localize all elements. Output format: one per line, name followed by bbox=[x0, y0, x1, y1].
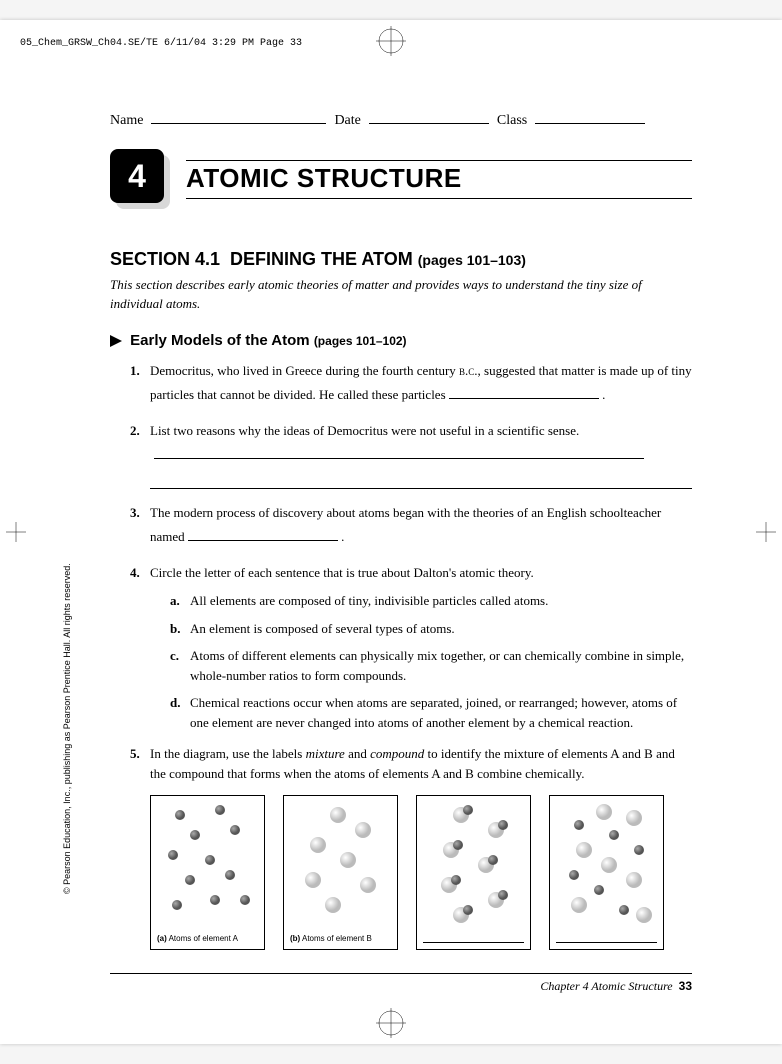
class-input-line[interactable] bbox=[535, 110, 645, 124]
student-info-row: Name Date Class bbox=[110, 110, 692, 129]
compound-icon bbox=[421, 800, 526, 925]
page-footer: Chapter 4 Atomic Structure33 bbox=[540, 979, 692, 994]
class-label: Class bbox=[497, 113, 527, 129]
diagram-b-caption: (b) Atoms of element B bbox=[290, 934, 391, 943]
atoms-element-a-icon bbox=[155, 800, 260, 925]
mixture-icon bbox=[554, 800, 659, 925]
chapter-banner: 4 ATOMIC STRUCTURE bbox=[110, 149, 692, 209]
crop-mark-right-icon bbox=[756, 522, 776, 542]
question-4: Circle the letter of each sentence that … bbox=[110, 561, 692, 732]
question-3: The modern process of discovery about at… bbox=[110, 501, 692, 549]
q1-blank[interactable] bbox=[449, 387, 599, 399]
page: 05_Chem_GRSW_Ch04.SE/TE 6/11/04 3:29 PM … bbox=[0, 20, 782, 1044]
q3-blank[interactable] bbox=[188, 529, 338, 541]
crop-mark-top-icon bbox=[376, 26, 406, 56]
triangle-bullet-icon bbox=[110, 335, 122, 347]
atoms-element-b-icon bbox=[288, 800, 393, 925]
name-label: Name bbox=[110, 113, 143, 129]
diagram-row: (a) Atoms of element A (b) Atoms of elem… bbox=[150, 795, 692, 950]
chapter-number-badge: 4 bbox=[110, 149, 170, 209]
diagram-d bbox=[549, 795, 664, 950]
question-5: In the diagram, use the labels mixture a… bbox=[110, 744, 692, 783]
content-area: Name Date Class 4 ATOMIC STRUCTURE SECTI… bbox=[110, 110, 692, 984]
question-1: Democritus, who lived in Greece during t… bbox=[110, 359, 692, 407]
name-input-line[interactable] bbox=[151, 110, 326, 124]
question-list: Democritus, who lived in Greece during t… bbox=[110, 359, 692, 783]
copyright-text: © Pearson Education, Inc., publishing as… bbox=[62, 563, 72, 894]
diagram-c bbox=[416, 795, 531, 950]
date-label: Date bbox=[334, 113, 360, 129]
footer-rule bbox=[110, 973, 692, 974]
subsection-heading: Early Models of the Atom (pages 101–102) bbox=[110, 332, 692, 349]
section-heading: SECTION 4.1 DEFINING THE ATOM (pages 101… bbox=[110, 249, 692, 270]
q4-option-a[interactable]: a.All elements are composed of tiny, ind… bbox=[170, 591, 692, 611]
diagram-a-caption: (a) Atoms of element A bbox=[157, 934, 258, 943]
date-input-line[interactable] bbox=[369, 110, 489, 124]
q4-options: a.All elements are composed of tiny, ind… bbox=[150, 591, 692, 732]
question-2: List two reasons why the ideas of Democr… bbox=[110, 419, 692, 489]
chapter-title: ATOMIC STRUCTURE bbox=[186, 160, 692, 199]
q4-option-d[interactable]: d.Chemical reactions occur when atoms ar… bbox=[170, 693, 692, 732]
diagram-c-caption[interactable] bbox=[423, 933, 524, 943]
diagram-d-caption[interactable] bbox=[556, 933, 657, 943]
print-marks-header: 05_Chem_GRSW_Ch04.SE/TE 6/11/04 3:29 PM … bbox=[20, 38, 302, 49]
diagram-a: (a) Atoms of element A bbox=[150, 795, 265, 950]
section-description: This section describes early atomic theo… bbox=[110, 276, 692, 314]
q4-option-c[interactable]: c.Atoms of different elements can physic… bbox=[170, 646, 692, 685]
crop-mark-bottom-icon bbox=[376, 1008, 406, 1038]
diagram-b: (b) Atoms of element B bbox=[283, 795, 398, 950]
q2-blank-line[interactable] bbox=[150, 471, 692, 489]
q2-blank-inline[interactable] bbox=[154, 447, 644, 459]
crop-mark-left-icon bbox=[6, 522, 26, 542]
q4-option-b[interactable]: b.An element is composed of several type… bbox=[170, 619, 692, 639]
